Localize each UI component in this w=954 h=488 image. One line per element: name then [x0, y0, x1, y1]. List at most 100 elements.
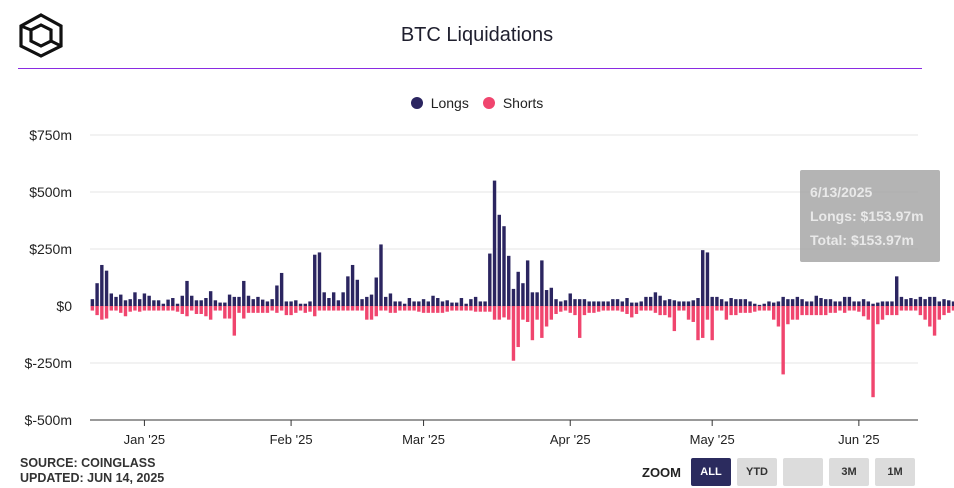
longs-bar: [355, 279, 360, 306]
longs-bar: [492, 180, 497, 306]
shorts-bar: [507, 306, 511, 320]
shorts-bar: [511, 306, 516, 361]
x-tick-label: Apr '25: [550, 432, 591, 447]
shorts-bar: [715, 306, 719, 311]
shorts-bar: [350, 306, 355, 311]
longs-bar: [137, 299, 142, 306]
longs-bar: [814, 295, 818, 306]
shorts-bar: [360, 306, 364, 311]
longs-bar: [190, 295, 194, 306]
shorts-bar: [738, 306, 743, 313]
longs-bar: [426, 301, 430, 306]
longs-bar: [331, 292, 336, 306]
shorts-bar: [871, 306, 875, 398]
legend-item-shorts[interactable]: Shorts: [482, 95, 543, 111]
shorts-bar: [653, 306, 658, 313]
shorts-bar: [686, 306, 691, 320]
shorts-bar: [232, 306, 237, 336]
x-tick-label: Jan '25: [124, 432, 166, 447]
shorts-bar: [866, 306, 871, 320]
shorts-bar: [578, 306, 582, 338]
zoom-1m-button[interactable]: 1M: [875, 458, 915, 486]
shorts-bar: [530, 306, 535, 341]
longs-bar: [194, 300, 199, 306]
shorts-bar: [208, 306, 213, 320]
shorts-bar: [606, 306, 610, 311]
shorts-bar: [762, 306, 766, 311]
longs-bar: [729, 298, 733, 306]
shorts-bar: [672, 306, 677, 332]
shorts-bar: [691, 306, 695, 322]
longs-bar: [256, 296, 260, 306]
longs-bar: [677, 301, 681, 306]
shorts-bar: [648, 306, 653, 311]
shorts-bar: [412, 306, 416, 311]
shorts-bar: [275, 306, 279, 313]
shorts-bar: [256, 306, 260, 313]
longs-bar: [223, 302, 227, 306]
longs-bar: [294, 300, 298, 306]
shorts-bar: [213, 306, 218, 311]
tooltip-date: 6/13/2025: [810, 184, 873, 200]
shorts-bar: [227, 306, 232, 319]
longs-bar: [634, 302, 639, 306]
shorts-bar: [710, 306, 714, 341]
longs-bar: [152, 300, 156, 306]
longs-bar: [142, 293, 147, 306]
shorts-bar: [303, 306, 307, 313]
shorts-bar: [696, 306, 700, 341]
shorts-bar: [842, 306, 847, 313]
longs-bar: [100, 264, 104, 306]
shorts-bar: [180, 306, 184, 314]
shorts-bar: [705, 306, 710, 320]
longs-bar: [899, 296, 904, 306]
shorts-bar: [852, 306, 856, 311]
zoom-3m-button[interactable]: 3M: [829, 458, 869, 486]
shorts-bar: [185, 306, 189, 317]
longs-bar: [743, 299, 748, 306]
longs-bar: [696, 298, 700, 306]
shorts-bar: [294, 306, 298, 313]
shorts-bar: [824, 306, 828, 316]
longs-bar: [710, 296, 714, 306]
y-tick-label: $-500m: [25, 412, 72, 428]
longs-bar: [483, 301, 487, 306]
legend-item-longs[interactable]: Longs: [410, 95, 469, 111]
longs-bar: [748, 301, 752, 306]
shorts-bar: [279, 306, 284, 311]
shorts-bar: [895, 306, 899, 316]
shorts-bar: [554, 306, 558, 314]
longs-bar: [279, 272, 284, 306]
zoom-all-button[interactable]: ALL: [691, 458, 731, 486]
longs-bar: [790, 299, 795, 306]
longs-bar: [559, 301, 563, 306]
shorts-bar: [587, 306, 591, 313]
longs-bar: [317, 252, 322, 306]
longs-bar: [147, 295, 151, 306]
shorts-bar: [885, 306, 889, 316]
shorts-bar: [677, 306, 681, 311]
longs-bar: [431, 295, 435, 306]
shorts-bar: [942, 306, 946, 316]
shorts-bar: [346, 306, 350, 311]
shorts-bar: [440, 306, 445, 313]
shorts-bar: [161, 306, 166, 311]
shorts-bar: [492, 306, 497, 320]
shorts-bar: [951, 306, 954, 311]
longs-bar: [237, 296, 241, 306]
zoom-blank-button[interactable]: [783, 458, 823, 486]
shorts-bar: [667, 306, 672, 318]
longs-bar: [95, 283, 99, 306]
longs-bar: [568, 293, 572, 306]
x-tick-label: Mar '25: [402, 432, 445, 447]
shorts-bar: [289, 306, 293, 316]
longs-bar: [525, 260, 530, 306]
shorts-bar: [563, 306, 568, 311]
longs-bar: [942, 299, 946, 306]
shorts-bar: [928, 306, 932, 327]
shorts-bar: [890, 306, 894, 316]
longs-bar: [516, 271, 520, 306]
zoom-ytd-button[interactable]: YTD: [737, 458, 777, 486]
longs-bar: [260, 299, 265, 306]
